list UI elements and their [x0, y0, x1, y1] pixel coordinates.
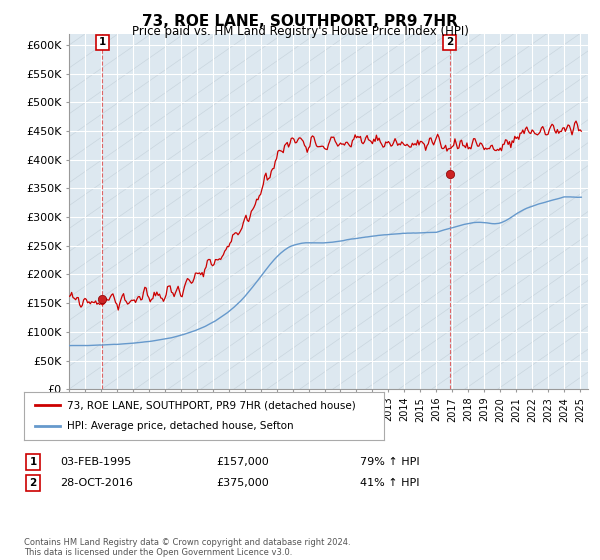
- Text: £157,000: £157,000: [216, 457, 269, 467]
- Text: Price paid vs. HM Land Registry's House Price Index (HPI): Price paid vs. HM Land Registry's House …: [131, 25, 469, 38]
- Text: HPI: Average price, detached house, Sefton: HPI: Average price, detached house, Seft…: [67, 421, 294, 431]
- Text: Contains HM Land Registry data © Crown copyright and database right 2024.
This d: Contains HM Land Registry data © Crown c…: [24, 538, 350, 557]
- Text: 41% ↑ HPI: 41% ↑ HPI: [360, 478, 419, 488]
- Text: 2: 2: [446, 38, 453, 48]
- Text: 2: 2: [29, 478, 37, 488]
- Text: 1: 1: [29, 457, 37, 467]
- Text: £375,000: £375,000: [216, 478, 269, 488]
- Text: 73, ROE LANE, SOUTHPORT, PR9 7HR (detached house): 73, ROE LANE, SOUTHPORT, PR9 7HR (detach…: [67, 400, 356, 410]
- Text: 79% ↑ HPI: 79% ↑ HPI: [360, 457, 419, 467]
- Text: 28-OCT-2016: 28-OCT-2016: [60, 478, 133, 488]
- Text: 73, ROE LANE, SOUTHPORT, PR9 7HR: 73, ROE LANE, SOUTHPORT, PR9 7HR: [142, 14, 458, 29]
- Text: 03-FEB-1995: 03-FEB-1995: [60, 457, 131, 467]
- Text: 1: 1: [99, 38, 106, 48]
